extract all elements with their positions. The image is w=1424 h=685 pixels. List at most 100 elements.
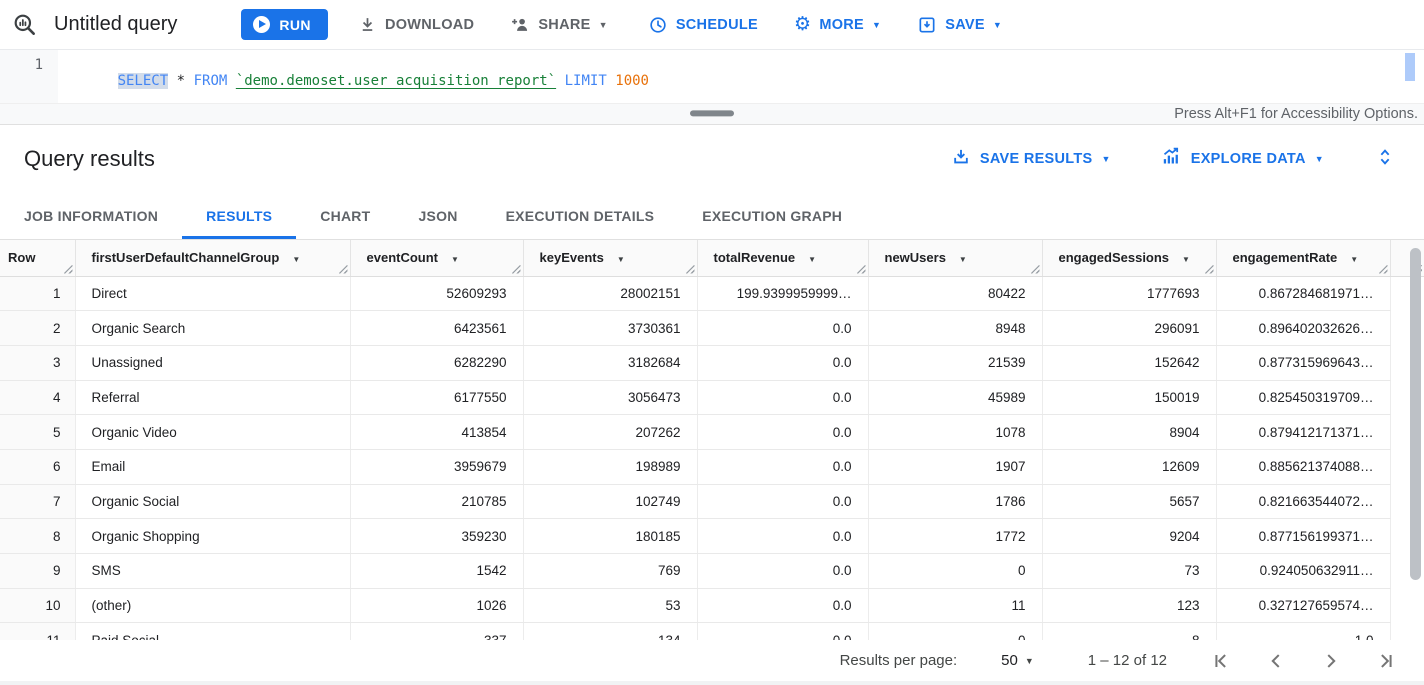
- tab-json[interactable]: JSON: [418, 207, 458, 224]
- row-number-cell: 10: [0, 588, 76, 624]
- sql-editor[interactable]: 1 SELECT * FROM `demo.demoset.user_acquisit…: [0, 50, 1424, 103]
- more-button[interactable]: ⚙ MORE ▼: [793, 13, 882, 35]
- query-results-title: Query results: [24, 145, 155, 171]
- table-cell-eventCount: 6423561: [350, 310, 524, 346]
- column-header-Row[interactable]: Row: [0, 240, 76, 277]
- clock-icon: [648, 15, 668, 35]
- table-row: 7 Organic Social 210785 102749 0.0 1786 5657 0.…: [0, 484, 1424, 520]
- tab-execution-graph[interactable]: EXECUTION GRAPH: [702, 207, 843, 224]
- table-cell-totalRevenue: 0.0: [697, 484, 869, 520]
- sql-keyword-limit: LIMIT: [564, 73, 607, 89]
- column-header-engagedSessions[interactable]: engagedSessions ▼: [1042, 240, 1217, 277]
- tab-chart[interactable]: CHART: [320, 207, 371, 224]
- table-vertical-scrollbar[interactable]: [1410, 248, 1421, 580]
- column-header-totalRevenue[interactable]: totalRevenue ▼: [697, 240, 869, 277]
- table-cell-newUsers: 1907: [868, 449, 1043, 485]
- download-button[interactable]: DOWNLOAD: [358, 15, 474, 34]
- save-icon: [917, 15, 937, 35]
- column-resize-grip[interactable]: [1204, 264, 1214, 274]
- table-row: 8 Organic Shopping 359230 180185 0.0 1772 9204…: [0, 518, 1424, 554]
- run-button[interactable]: RUN: [241, 9, 328, 40]
- table-cell-newUsers: 21539: [868, 345, 1043, 381]
- table-cell-newUsers: 0: [868, 553, 1043, 589]
- schedule-button[interactable]: SCHEDULE: [648, 15, 758, 35]
- table-cell-keyEvents: 3056473: [523, 380, 698, 416]
- unfold-icon: [1374, 146, 1396, 172]
- column-resize-grip[interactable]: [1378, 264, 1388, 274]
- sql-number-literal: 1000: [615, 73, 649, 89]
- table-cell-newUsers: 1078: [868, 414, 1043, 450]
- horizontal-scrollbar-track[interactable]: [0, 681, 1424, 685]
- sort-caret-icon[interactable]: ▼: [808, 255, 817, 265]
- tab-job-information[interactable]: JOB INFORMATION: [24, 207, 159, 224]
- chart-icon: [1161, 146, 1182, 171]
- previous-page-button[interactable]: [1264, 649, 1288, 673]
- play-icon: [253, 16, 271, 33]
- results-table: Row firstUserDefaultChannelGroup ▼ eventCou…: [0, 240, 1424, 659]
- column-header-firstUserDefaultChannelGroup[interactable]: firstUserDefaultChannelGroup ▼: [75, 240, 351, 277]
- table-cell-totalRevenue: 0.0: [697, 345, 869, 381]
- sort-caret-icon[interactable]: ▼: [958, 255, 967, 265]
- table-row: 5 Organic Video 413854 207262 0.0 1078 8904 0.8…: [0, 414, 1424, 450]
- explore-data-button[interactable]: EXPLORE DATA ▼: [1161, 146, 1324, 171]
- table-cell-eventCount: 1026: [350, 588, 524, 624]
- pagination-bar: Results per page: 50 ▼ 1 – 12 of 12: [0, 640, 1424, 681]
- page-size-dropdown[interactable]: 50 ▼: [1001, 652, 1034, 669]
- table-cell-firstUserDefaultChannelGroup: Email: [75, 449, 351, 485]
- column-header-newUsers[interactable]: newUsers ▼: [868, 240, 1043, 277]
- sort-caret-icon[interactable]: ▼: [1350, 255, 1359, 265]
- sort-caret-icon[interactable]: ▼: [1182, 255, 1190, 265]
- table-row: 6 Email 3959679 198989 0.0 1907 12609 0.8856213…: [0, 449, 1424, 485]
- save-results-button[interactable]: SAVE RESULTS ▼: [951, 147, 1111, 171]
- last-page-button[interactable]: [1374, 649, 1398, 673]
- column-resize-grip[interactable]: [511, 264, 521, 274]
- table-cell-totalRevenue: 0.0: [697, 380, 869, 416]
- sort-caret-icon[interactable]: ▼: [616, 255, 625, 265]
- column-resize-grip[interactable]: [63, 264, 73, 274]
- table-row: 1 Direct 52609293 28002151 199.9399959999… 80…: [0, 276, 1424, 312]
- table-row: 3 Unassigned 6282290 3182684 0.0 21539 152642 0…: [0, 345, 1424, 381]
- header-row: Row firstUserDefaultChannelGroup ▼ eventCou…: [0, 240, 1424, 277]
- table-cell-engagedSessions: 1777693: [1042, 276, 1217, 312]
- column-label: engagedSessions: [1058, 250, 1170, 266]
- column-resize-grip[interactable]: [856, 264, 866, 274]
- table-cell-engagementRate: 0.877156199371…: [1216, 518, 1391, 554]
- table-cell-engagedSessions: 123: [1042, 588, 1217, 624]
- next-page-button[interactable]: [1319, 649, 1343, 673]
- table-row: 4 Referral 6177550 3056473 0.0 45989 150019 0.8…: [0, 380, 1424, 416]
- editor-resize-handle[interactable]: [690, 110, 734, 117]
- sql-table-reference[interactable]: `demo.demoset.user_acquisition_report`: [235, 73, 557, 89]
- sort-caret-icon[interactable]: ▼: [451, 255, 459, 265]
- first-page-button[interactable]: [1209, 649, 1233, 673]
- column-header-keyEvents[interactable]: keyEvents ▼: [523, 240, 698, 277]
- column-resize-grip[interactable]: [685, 264, 695, 274]
- table-cell-engagedSessions: 12609: [1042, 449, 1217, 485]
- row-number-cell: 3: [0, 345, 76, 381]
- share-button[interactable]: SHARE ▼: [510, 15, 608, 35]
- save-button[interactable]: SAVE ▼: [917, 15, 1002, 35]
- editor-scrollbar[interactable]: [1405, 53, 1415, 81]
- tab-execution-details[interactable]: EXECUTION DETAILS: [505, 207, 655, 224]
- table-cell-firstUserDefaultChannelGroup: Organic Search: [75, 310, 351, 346]
- sort-caret-icon[interactable]: ▼: [292, 255, 301, 265]
- query-magnifier-icon: [12, 12, 38, 38]
- tab-results[interactable]: RESULTS: [182, 192, 296, 239]
- column-resize-grip[interactable]: [338, 264, 348, 274]
- collapse-panel-button[interactable]: [1374, 146, 1396, 172]
- table-cell-eventCount: 52609293: [350, 276, 524, 312]
- column-label: newUsers: [884, 250, 946, 266]
- table-cell-eventCount: 413854: [350, 414, 524, 450]
- row-number-cell: 8: [0, 518, 76, 554]
- sql-code-line[interactable]: SELECT * FROM `demo.demoset.user_acquisitio…: [58, 50, 657, 103]
- table-cell-engagedSessions: 152642: [1042, 345, 1217, 381]
- column-header-eventCount[interactable]: eventCount ▼: [350, 240, 524, 277]
- sql-star: *: [176, 73, 186, 89]
- table-cell-firstUserDefaultChannelGroup: Unassigned: [75, 345, 351, 381]
- column-resize-grip[interactable]: [1030, 264, 1040, 274]
- column-header-engagementRate[interactable]: engagementRate ▼: [1216, 240, 1391, 277]
- table-cell-eventCount: 1542: [350, 553, 524, 589]
- row-number-cell: 7: [0, 484, 76, 520]
- table-cell-keyEvents: 102749: [523, 484, 698, 520]
- download-icon: [358, 15, 377, 34]
- table-cell-engagementRate: 0.879412171371…: [1216, 414, 1391, 450]
